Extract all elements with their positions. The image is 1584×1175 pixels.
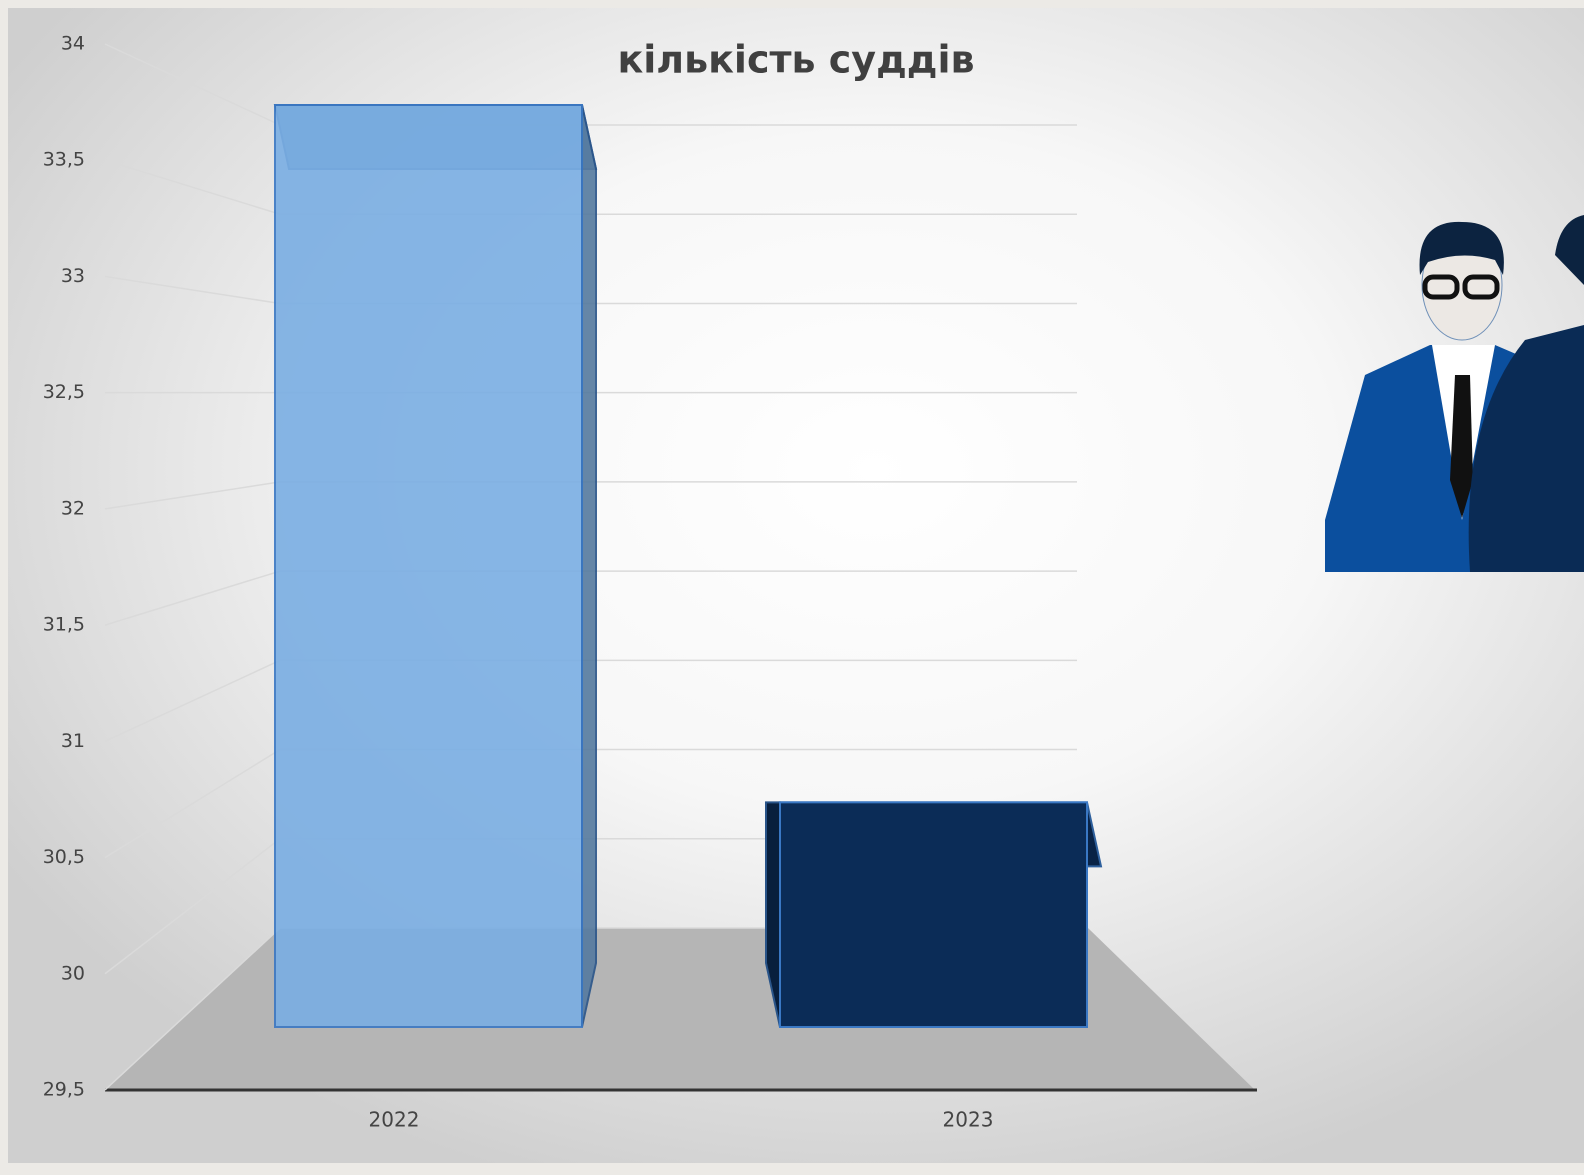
y-tick-label: 34 <box>61 33 85 55</box>
x-tick-label: 2023 <box>943 1108 994 1132</box>
y-tick-label: 31,5 <box>43 614 85 636</box>
y-tick-label: 33 <box>61 265 85 287</box>
bar <box>779 801 1088 1028</box>
bar-side <box>581 104 597 1028</box>
chart-title: кількість суддів <box>617 38 974 82</box>
y-tick-label: 30,5 <box>43 846 85 868</box>
illustration <box>1325 215 1584 572</box>
y-tick-label: 32 <box>61 497 85 519</box>
bar <box>274 104 583 1028</box>
y-tick-label: 31 <box>61 730 85 752</box>
y-tick-label: 32,5 <box>43 381 85 403</box>
y-tick-label: 29,5 <box>43 1079 85 1101</box>
x-tick-label: 2022 <box>369 1108 420 1132</box>
y-tick-label: 30 <box>61 962 85 984</box>
y-tick-label: 33,5 <box>43 149 85 171</box>
